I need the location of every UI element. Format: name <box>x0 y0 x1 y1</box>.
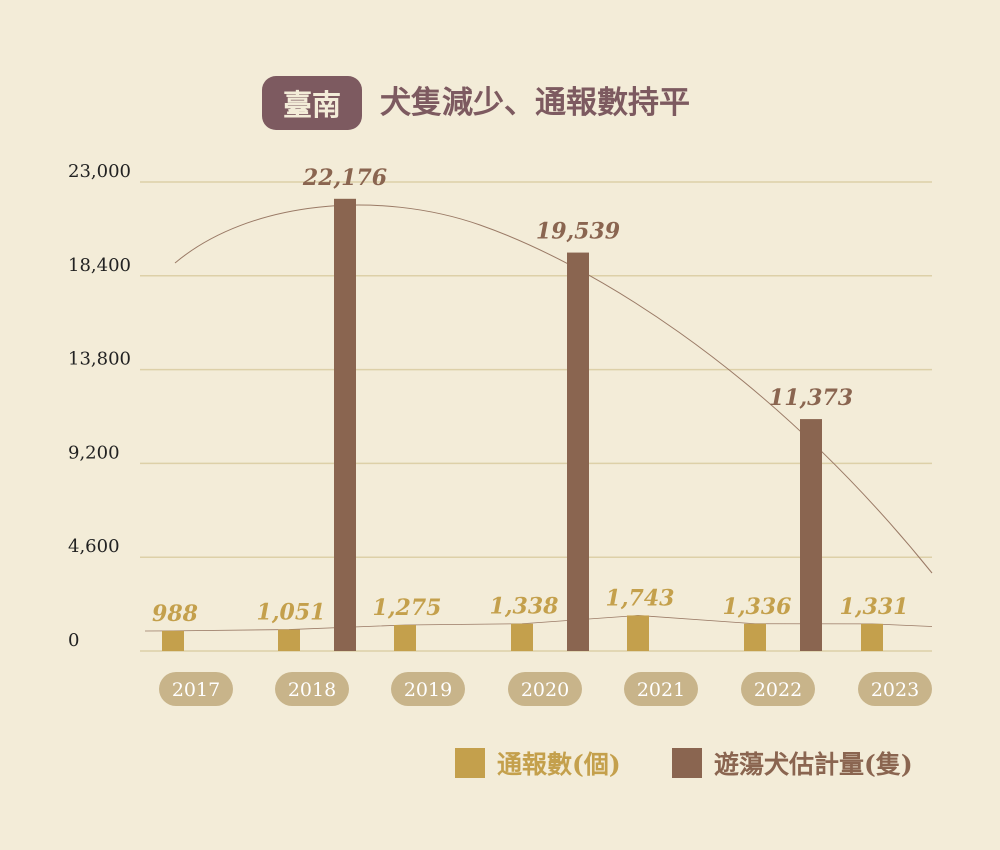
y-tick-label: 4,600 <box>68 536 120 557</box>
reports-trend-line <box>144 615 933 632</box>
y-tick-label: 0 <box>68 630 79 651</box>
year-pill: 2018 <box>275 672 349 706</box>
year-pill-bg <box>741 672 815 706</box>
reports-value-label: 988 <box>152 601 198 627</box>
x-tick-label: 2020 <box>521 679 569 701</box>
year-pill-bg <box>858 672 932 706</box>
legend-item-reports: 通報數(個) <box>455 745 621 781</box>
reports-bar <box>162 630 184 651</box>
reports-bar <box>394 625 416 651</box>
reports-value-label: 1,051 <box>257 600 326 626</box>
legend-label-estimate: 遊蕩犬估計量(隻) <box>714 750 913 779</box>
reports-value-label: 1,275 <box>373 595 442 621</box>
reports-bar <box>627 615 649 651</box>
chart-title: 犬隻減少、通報數持平 <box>380 85 690 121</box>
x-tick-label: 2023 <box>871 679 919 701</box>
reports-value-label: 1,331 <box>840 594 909 620</box>
estimate-bar <box>334 198 356 651</box>
year-pill-bg <box>159 672 233 706</box>
x-tick-label: 2021 <box>637 679 685 701</box>
reports-value-label: 1,743 <box>606 585 675 611</box>
year-pill: 2023 <box>858 672 932 706</box>
estimate-value-label: 19,539 <box>536 219 620 245</box>
x-tick-label: 2022 <box>754 679 802 701</box>
y-tick-label: 9,200 <box>68 442 120 463</box>
x-tick-label: 2017 <box>172 679 220 701</box>
reports-bar <box>278 629 300 651</box>
reports-bar <box>511 623 533 651</box>
estimate-trend-line <box>174 204 933 574</box>
y-tick-label: 18,400 <box>68 255 131 276</box>
y-tick-label: 13,800 <box>68 349 131 370</box>
estimate-bar <box>800 419 822 651</box>
year-pill-bg <box>391 672 465 706</box>
reports-value-label: 1,336 <box>723 594 792 620</box>
estimate-value-label: 11,373 <box>769 385 853 411</box>
estimate-bar <box>567 252 589 651</box>
reports-bar <box>861 623 883 651</box>
y-tick-label: 23,000 <box>68 161 131 182</box>
legend-item-estimate: 遊蕩犬估計量(隻) <box>672 745 913 781</box>
estimate-value-label: 22,176 <box>302 165 387 191</box>
year-pill-bg <box>624 672 698 706</box>
title-badge: 臺南 <box>262 76 362 130</box>
year-pill: 2022 <box>741 672 815 706</box>
legend-label-reports: 通報數(個) <box>497 750 621 779</box>
year-pill: 2019 <box>391 672 465 706</box>
legend-swatch-estimate <box>672 748 702 778</box>
year-pill: 2017 <box>159 672 233 706</box>
year-pill: 2020 <box>508 672 582 706</box>
year-pill: 2021 <box>624 672 698 706</box>
x-tick-label: 2018 <box>288 679 336 701</box>
year-pill-bg <box>275 672 349 706</box>
year-pill-bg <box>508 672 582 706</box>
reports-bar <box>744 623 766 651</box>
legend-swatch-reports <box>455 748 485 778</box>
x-tick-label: 2019 <box>404 679 452 701</box>
reports-value-label: 1,338 <box>490 594 559 620</box>
